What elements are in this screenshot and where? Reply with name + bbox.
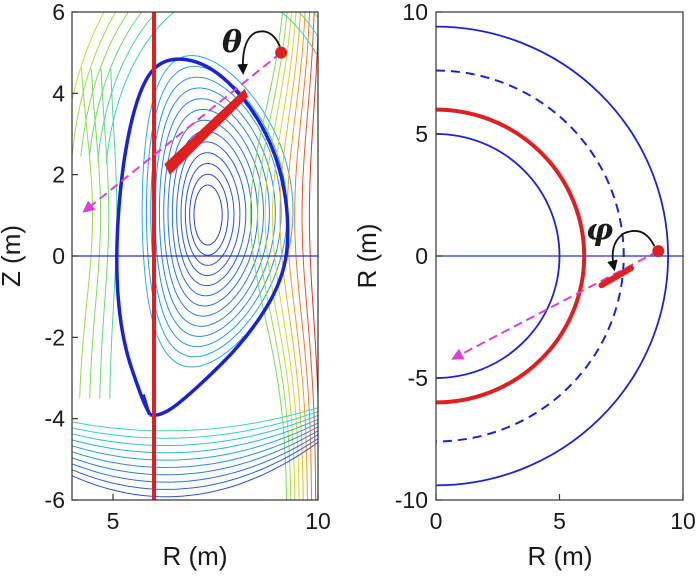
left-xlabel: R (m) [163, 541, 228, 571]
theta-arc-arrow [237, 30, 281, 75]
left-ytick-label: 4 [52, 80, 65, 106]
flux-contour [184, 163, 235, 266]
flux-contour [72, 414, 318, 446]
right-panel: -10 -5 0 5 10 0 5 10 R (m) R (m) φ [352, 0, 696, 571]
right-ytick-label: 0 [415, 243, 428, 269]
phi-arc-arrow [607, 230, 656, 272]
right-xtick-label: 5 [553, 508, 566, 534]
flux-contour [150, 76, 282, 348]
right-ytick-label: -5 [408, 365, 428, 391]
right-xtick-label: 10 [670, 508, 696, 534]
phi-annotation: φ [586, 213, 613, 248]
left-xtick-label: 5 [107, 508, 120, 534]
left-ytick-label: 0 [52, 243, 65, 269]
left-ytick-label: -2 [45, 324, 65, 350]
right-ylabel: R (m) [352, 224, 382, 289]
right-ytick-label: 5 [415, 121, 428, 147]
toroidal-circle-solid [436, 25, 670, 487]
left-ytick-label: 2 [52, 162, 65, 188]
flux-contour [72, 430, 318, 476]
right-xlabel: R (m) [528, 541, 593, 571]
separatrix [115, 57, 290, 417]
flux-contour [72, 418, 318, 454]
right-ytick-label: -10 [395, 487, 428, 513]
flux-contour [72, 438, 318, 490]
left-deposition-band [164, 88, 248, 175]
right-marks [436, 25, 683, 487]
left-source-point [275, 46, 288, 59]
left-ytick-label: -4 [45, 406, 66, 432]
flux-contour [88, 12, 318, 159]
flux-contour [89, 68, 102, 399]
flux-contour [72, 411, 318, 439]
flux-contour [158, 98, 270, 327]
flux-contour [167, 119, 259, 307]
flux-contour [171, 130, 253, 297]
flux-contour [99, 68, 110, 399]
left-ytick-label: 6 [52, 0, 65, 25]
flux-contour [193, 184, 223, 246]
flux-contour [72, 12, 105, 103]
flux-contour [72, 407, 318, 432]
toroidal-circle-solid [436, 133, 561, 379]
flux-contour [79, 68, 94, 399]
theta-annotation: θ [222, 25, 242, 60]
flux-contour [176, 141, 247, 287]
flux-contour [80, 12, 129, 157]
left-ylabel: Z (m) [0, 225, 26, 287]
right-deposition-band [598, 265, 635, 289]
right-beam-sightline [451, 250, 659, 360]
toroidal-circle-dashed [436, 69, 625, 443]
right-source-point [652, 245, 665, 258]
left-marks [72, 12, 318, 500]
left-panel: -6 -4 -2 0 2 4 6 5 10 R (m) Z (m) θ [0, 0, 331, 571]
flux-contour [105, 12, 318, 164]
toroidal-circle-solid-red [436, 107, 587, 405]
flux-contour [97, 12, 318, 162]
flux-contour [72, 441, 318, 498]
left-ytick-label: -6 [45, 487, 65, 513]
flux-contour [141, 55, 294, 368]
left-xtick-label: 10 [305, 508, 331, 534]
flux-contour [163, 109, 265, 317]
right-ytick-label: 10 [402, 0, 428, 25]
left-axis-ticks: -6 -4 -2 0 2 4 6 5 10 [45, 0, 331, 534]
flux-contour [72, 426, 318, 469]
right-xtick-label: 0 [430, 508, 443, 534]
flux-contour [72, 12, 117, 155]
right-axis-ticks: -10 -5 0 5 10 0 5 10 [395, 0, 696, 534]
flux-contour [72, 422, 318, 461]
flux-contour [180, 152, 241, 276]
flux-contour [72, 434, 318, 483]
left-beam-sightline [82, 51, 282, 213]
flux-contour [189, 173, 229, 256]
separatrix-leg [142, 393, 151, 415]
